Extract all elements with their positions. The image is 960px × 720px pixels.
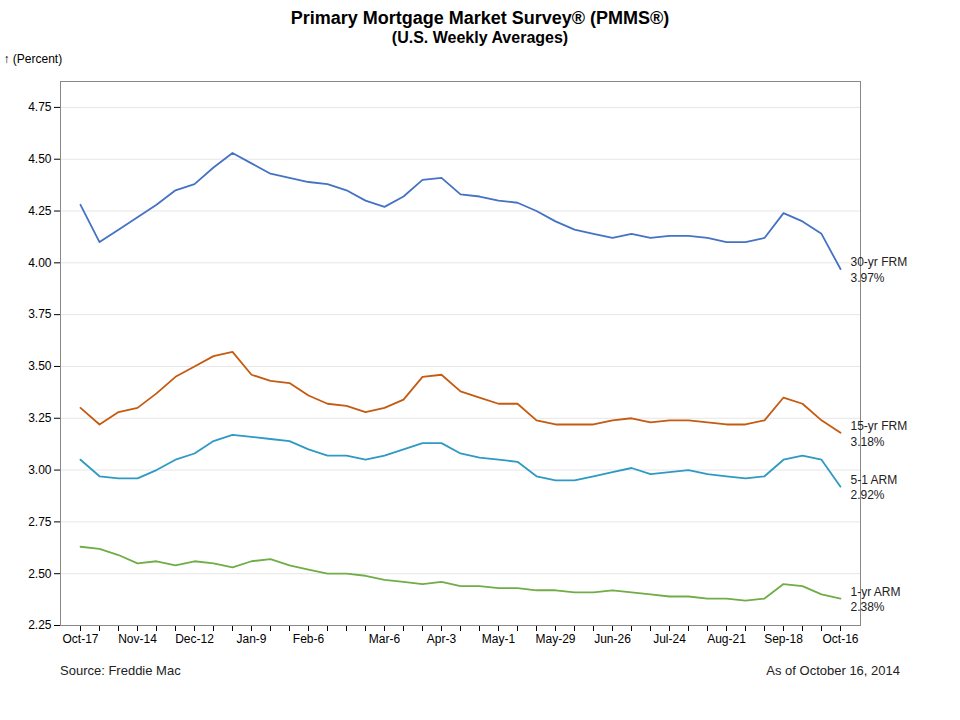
svg-text:↑ (Percent): ↑ (Percent) <box>4 52 63 66</box>
html-text:As of October 16, 2014: As of October 16, 2014 <box>766 663 900 678</box>
html-text:Source: Freddie Mac: Source: Freddie Mac <box>60 663 181 678</box>
svg-text:3.25: 3.25 <box>28 411 52 425</box>
svg-text:Aug-21: Aug-21 <box>707 632 746 646</box>
svg-text:Oct-16: Oct-16 <box>822 632 858 646</box>
svg-text:3.50: 3.50 <box>28 359 52 373</box>
svg-text:Oct-17: Oct-17 <box>62 632 98 646</box>
svg-text:15-yr FRM3.18%: 15-yr FRM3.18% <box>851 419 908 449</box>
html-text:(U.S. Weekly Averages): (U.S. Weekly Averages) <box>391 29 569 46</box>
svg-text:Sep-18: Sep-18 <box>764 632 803 646</box>
svg-text:Jun-26: Jun-26 <box>594 632 631 646</box>
svg-text:1-yr ARM2.38%: 1-yr ARM2.38% <box>851 585 901 615</box>
svg-text:3.00: 3.00 <box>28 463 52 477</box>
svg-text:Jan-9: Jan-9 <box>236 632 266 646</box>
svg-text:2.75: 2.75 <box>28 515 52 529</box>
svg-text:4.75: 4.75 <box>28 100 52 114</box>
svg-text:30-yr FRM3.97%: 30-yr FRM3.97% <box>851 255 908 285</box>
svg-text:4.00: 4.00 <box>28 256 52 270</box>
svg-text:5-1 ARM2.92%: 5-1 ARM2.92% <box>851 473 898 503</box>
svg-text:May-29: May-29 <box>535 632 575 646</box>
svg-text:Apr-3: Apr-3 <box>427 632 457 646</box>
svg-text:4.25: 4.25 <box>28 204 52 218</box>
svg-text:2.25: 2.25 <box>28 618 52 632</box>
svg-text:3.75: 3.75 <box>28 307 52 321</box>
svg-text:Mar-6: Mar-6 <box>369 632 401 646</box>
svg-text:May-1: May-1 <box>482 632 516 646</box>
svg-text:4.50: 4.50 <box>28 152 52 166</box>
html-text:Primary Mortgage Market Survey: Primary Mortgage Market Survey® (PMMS®) <box>290 8 670 28</box>
svg-text:Jul-24: Jul-24 <box>653 632 686 646</box>
svg-text:Dec-12: Dec-12 <box>175 632 214 646</box>
svg-text:Feb-6: Feb-6 <box>293 632 325 646</box>
svg-text:Nov-14: Nov-14 <box>118 632 157 646</box>
svg-text:2.50: 2.50 <box>28 567 52 581</box>
